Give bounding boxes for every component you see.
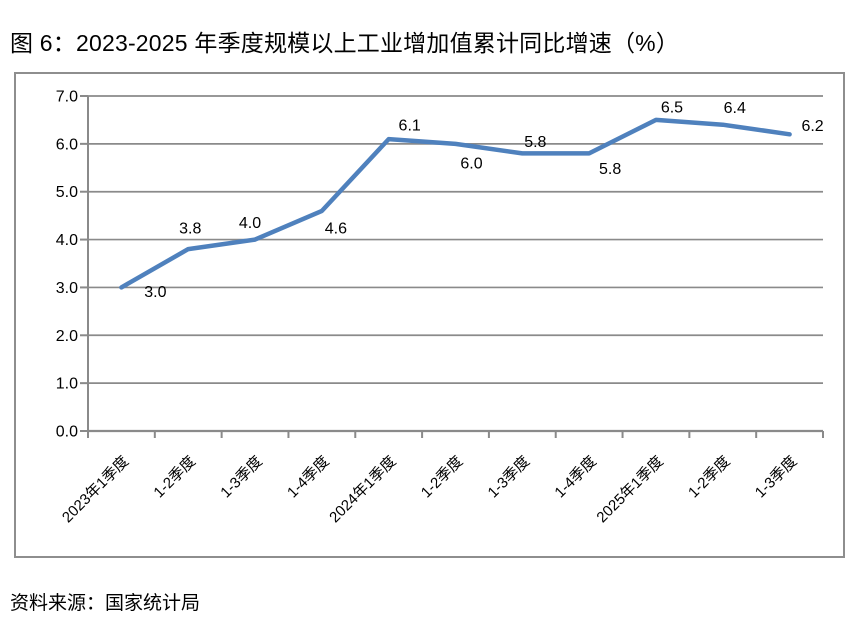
chart-frame: 0.0 1.0 2.0 3.0 4.0 5.0 6.0 7.0 2023年1季度 1-2季度 1-3… <box>14 72 845 558</box>
data-label: 3.0 <box>144 284 166 301</box>
y-axis-label: 0.0 <box>56 424 78 441</box>
data-label: 4.6 <box>325 220 347 237</box>
x-axis-label: 2025年1季度 <box>593 453 666 526</box>
y-axis-label: 3.0 <box>56 280 78 297</box>
y-axis-label: 6.0 <box>56 136 78 153</box>
data-label: 6.1 <box>399 118 421 135</box>
y-axis-label: 2.0 <box>56 328 78 345</box>
source-note: 资料来源：国家统计局 <box>10 593 201 614</box>
data-label: 6.0 <box>460 155 482 172</box>
x-axis-label: 2023年1季度 <box>59 453 132 526</box>
x-axis-label: 1-4季度 <box>284 453 333 502</box>
data-label: 5.8 <box>524 134 546 151</box>
x-axis-label: 1-2季度 <box>418 453 467 502</box>
data-label: 6.2 <box>801 118 823 135</box>
series-line <box>119 117 792 290</box>
y-axis-label: 1.0 <box>56 376 78 393</box>
data-label: 4.0 <box>239 215 261 232</box>
data-label: 3.8 <box>179 221 201 238</box>
data-label: 5.8 <box>599 161 621 178</box>
x-axis-label: 1-3季度 <box>485 453 534 502</box>
x-axis-label: 1-3季度 <box>752 453 801 502</box>
y-axis-label: 4.0 <box>56 232 78 249</box>
x-axis-label: 1-4季度 <box>551 453 600 502</box>
y-axis-label: 7.0 <box>56 89 78 106</box>
line-chart: 0.0 1.0 2.0 3.0 4.0 5.0 6.0 7.0 2023年1季度 1-2季度 1-3… <box>56 89 824 526</box>
x-axis-label: 1-3季度 <box>217 453 266 502</box>
data-label: 6.4 <box>724 100 746 117</box>
y-axis-label: 5.0 <box>56 184 78 201</box>
x-axis-label: 1-2季度 <box>685 453 734 502</box>
figure-title: 图 6：2023-2025 年季度规模以上工业增加值累计同比增速（%） <box>10 30 680 56</box>
data-label: 6.5 <box>661 99 683 116</box>
x-axis-label: 1-2季度 <box>150 453 199 502</box>
x-axis-label: 2024年1季度 <box>326 453 399 526</box>
